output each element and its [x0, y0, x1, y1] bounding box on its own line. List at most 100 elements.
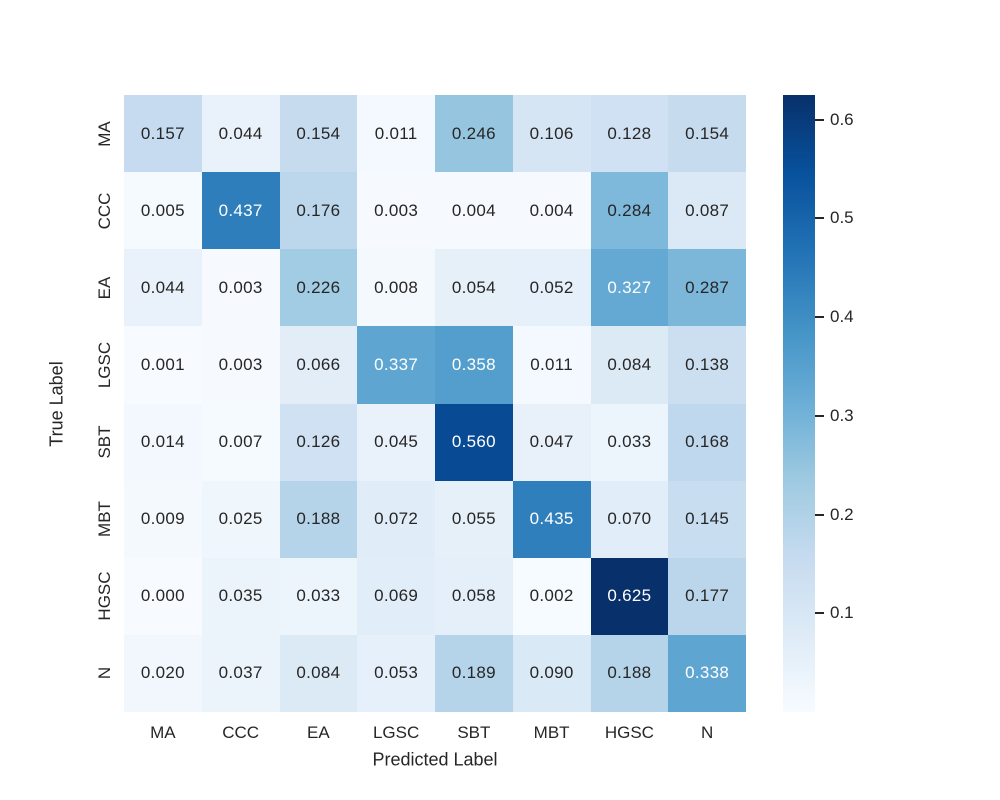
heatmap-cell-N-SBT: 0.189	[435, 634, 513, 712]
cell-value: 0.287	[685, 277, 730, 297]
colorbar-tick-label-0.3: 0.3	[830, 405, 854, 425]
heatmap-grid: 0.157 0.044 0.154 0.011 0.246 0.106 0.128 0.154…	[124, 95, 746, 712]
colorbar-tick-label-0.4: 0.4	[830, 307, 854, 327]
heatmap-cell-CCC-MA: 0.005	[124, 172, 202, 250]
x-tick-label-MBT: MBT	[533, 723, 570, 742]
heatmap-cell-N-MA: 0.020	[124, 634, 202, 712]
heatmap-cell-LGSC-SBT: 0.358	[435, 326, 513, 404]
x-tick-label-MA: MA	[150, 723, 176, 742]
heatmap-cell-CCC-HGSC: 0.284	[590, 172, 669, 250]
heatmap-cell-MA-EA: 0.154	[279, 95, 358, 173]
y-tick-label-EA: EA	[95, 276, 114, 300]
cell-value: 0.106	[529, 123, 574, 143]
cell-value: 0.560	[451, 432, 496, 452]
heatmap-cell-SBT-EA: 0.126	[279, 403, 358, 481]
heatmap-cell-SBT-SBT: 0.560	[435, 403, 513, 481]
heatmap-cell-MA-SBT: 0.246	[435, 95, 513, 173]
y-axis-title: True Label	[46, 360, 67, 447]
y-tick-label-LGSC: LGSC	[95, 341, 114, 389]
x-tick-label-CCC: CCC	[222, 723, 260, 742]
heatmap-cell-HGSC-MA: 0.000	[124, 557, 202, 635]
x-tick-label-N: N	[700, 723, 714, 742]
heatmap-cell-MBT-MBT: 0.435	[512, 480, 591, 558]
cell-value: 0.037	[218, 663, 263, 683]
x-tick-label-SBT: SBT	[457, 723, 491, 742]
cell-value: 0.009	[140, 509, 185, 529]
cell-value: 0.358	[451, 354, 496, 374]
heatmap-cell-EA-MA: 0.044	[124, 249, 202, 327]
cell-value: 0.625	[607, 586, 652, 606]
cell-value: 0.011	[530, 354, 574, 374]
heatmap-cell-MBT-LGSC: 0.072	[357, 480, 435, 558]
heatmap-cell-LGSC-CCC: 0.003	[201, 326, 280, 404]
heatmap-cell-HGSC-CCC: 0.035	[201, 557, 280, 635]
heatmap-cell-MBT-HGSC: 0.070	[590, 480, 669, 558]
heatmap-cell-LGSC-HGSC: 0.084	[590, 326, 669, 404]
cell-value: 0.437	[218, 200, 263, 220]
heatmap-cell-EA-HGSC: 0.327	[590, 249, 669, 327]
colorbar-tick	[815, 414, 824, 417]
cell-value: 0.284	[607, 200, 652, 220]
heatmap-cell-LGSC-EA: 0.066	[279, 326, 358, 404]
cell-value: 0.052	[529, 277, 574, 297]
cell-value: 0.226	[296, 277, 341, 297]
heatmap-cell-LGSC-MBT: 0.011	[512, 326, 591, 404]
heatmap-cell-EA-N: 0.287	[668, 249, 746, 327]
cell-value: 0.011	[374, 123, 418, 143]
heatmap-cell-MA-N: 0.154	[668, 95, 746, 173]
cell-value: 0.000	[140, 586, 185, 606]
cell-value: 0.053	[374, 663, 419, 683]
cell-value: 0.177	[685, 586, 730, 606]
heatmap-cell-CCC-N: 0.087	[668, 172, 746, 250]
cell-value: 0.084	[607, 354, 652, 374]
heatmap-cell-HGSC-EA: 0.033	[279, 557, 358, 635]
cell-value: 0.128	[607, 123, 652, 143]
y-tick-label-SBT: SBT	[95, 425, 114, 459]
cell-value: 0.126	[296, 432, 341, 452]
heatmap-cell-HGSC-LGSC: 0.069	[357, 557, 435, 635]
cell-value: 0.054	[451, 277, 496, 297]
cell-value: 0.157	[140, 123, 185, 143]
cell-value: 0.002	[529, 586, 574, 606]
heatmap-cell-MBT-MA: 0.009	[124, 480, 202, 558]
heatmap-cell-SBT-LGSC: 0.045	[357, 403, 435, 481]
cell-value: 0.007	[218, 432, 263, 452]
colorbar-tick	[815, 513, 824, 516]
x-tick-label-EA: EA	[307, 723, 330, 742]
heatmap-cell-SBT-MA: 0.014	[124, 403, 202, 481]
cell-value: 0.084	[296, 663, 341, 683]
cell-value: 0.003	[218, 277, 263, 297]
cell-value: 0.044	[140, 277, 185, 297]
colorbar-tick-label-0.6: 0.6	[830, 109, 854, 129]
heatmap-cell-SBT-CCC: 0.007	[201, 403, 280, 481]
y-tick-label-MBT: MBT	[95, 501, 114, 538]
heatmap-cell-CCC-SBT: 0.004	[435, 172, 513, 250]
heatmap-cell-EA-EA: 0.226	[279, 249, 358, 327]
cell-value: 0.044	[218, 123, 263, 143]
heatmap-cell-MA-MBT: 0.106	[512, 95, 591, 173]
cell-value: 0.045	[374, 432, 419, 452]
y-tick-label-HGSC: HGSC	[95, 571, 114, 621]
cell-value: 0.014	[140, 432, 185, 452]
cell-value: 0.066	[296, 354, 341, 374]
cell-value: 0.168	[685, 432, 730, 452]
heatmap-cell-MBT-EA: 0.188	[279, 480, 358, 558]
heatmap-cell-CCC-MBT: 0.004	[512, 172, 591, 250]
cell-value: 0.189	[451, 663, 496, 683]
x-tick-label-LGSC: LGSC	[372, 723, 420, 742]
heatmap-cell-HGSC-SBT: 0.058	[435, 557, 513, 635]
heatmap-cell-MA-MA: 0.157	[124, 95, 202, 173]
heatmap-cell-N-N: 0.338	[668, 634, 746, 712]
heatmap-cell-SBT-HGSC: 0.033	[590, 403, 669, 481]
heatmap-cell-MBT-N: 0.145	[668, 480, 746, 558]
heatmap-cell-EA-LGSC: 0.008	[357, 249, 435, 327]
cell-value: 0.072	[374, 509, 419, 529]
x-axis-title: Predicted Label	[372, 749, 498, 770]
cell-value: 0.055	[451, 509, 496, 529]
cell-value: 0.145	[685, 509, 730, 529]
heatmap-cell-HGSC-MBT: 0.002	[512, 557, 591, 635]
cell-value: 0.138	[685, 354, 730, 374]
cell-value: 0.246	[451, 123, 496, 143]
heatmap-cell-CCC-EA: 0.176	[279, 172, 358, 250]
